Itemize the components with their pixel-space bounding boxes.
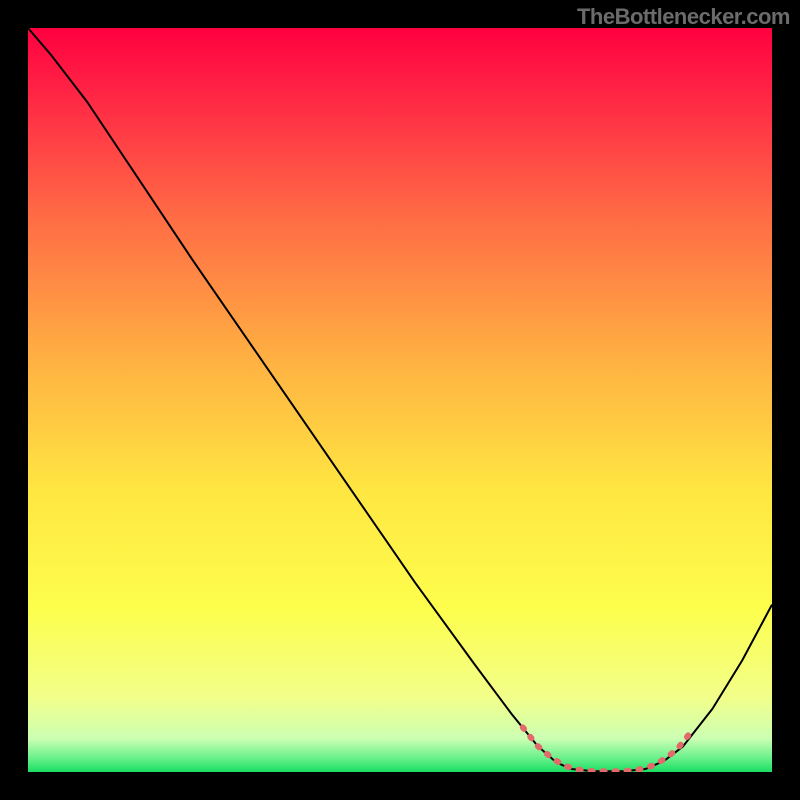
optimal-region-marker (28, 28, 772, 772)
plot-area (28, 28, 772, 772)
watermark-text: TheBottlenecker.com (577, 4, 790, 30)
